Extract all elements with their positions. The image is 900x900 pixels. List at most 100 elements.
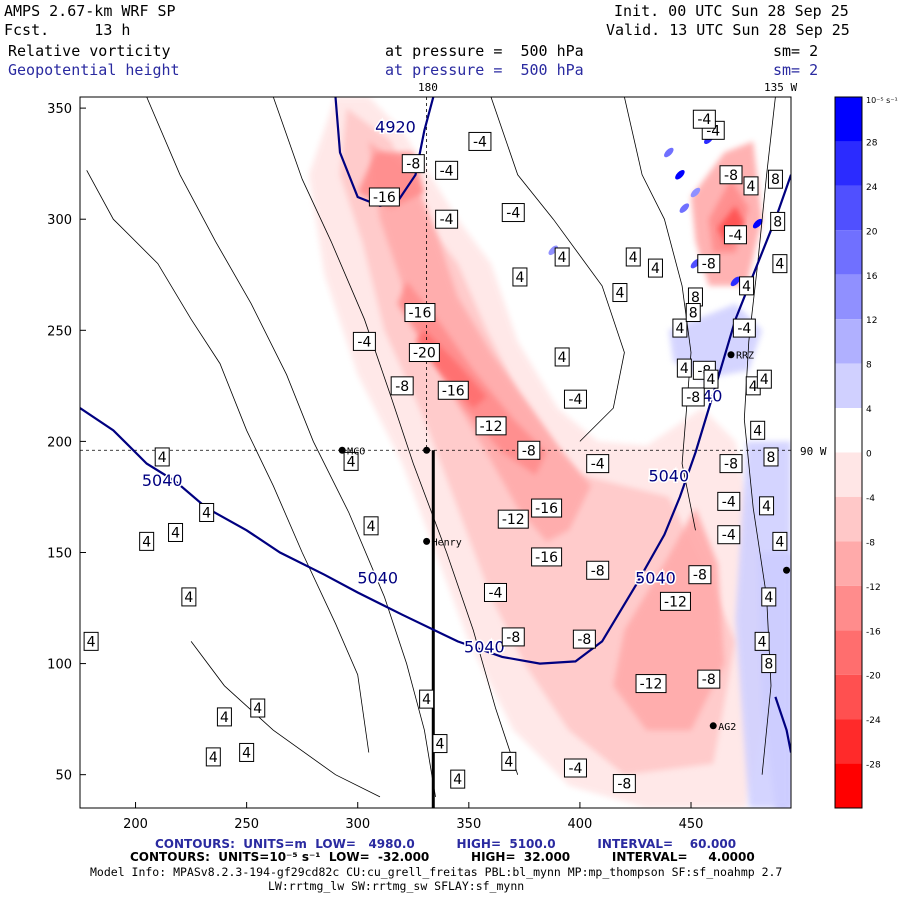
vorticity-contour-2 [272, 97, 519, 775]
vorticity-label-16: -16 [531, 498, 563, 518]
vorticity-label-box [767, 169, 783, 189]
vorticity-label-value: 4 [253, 701, 262, 717]
vorticity-label-box [83, 631, 99, 651]
valid-time: Valid. 13 UTC Sun 28 Sep 25 [606, 21, 850, 39]
station-name: AG2 [718, 722, 736, 733]
y-tick-label: 300 [47, 213, 72, 228]
vorticity-label-60: 4 [672, 318, 688, 338]
vorticity-label-value: 4 [707, 372, 716, 388]
vorticity-contour-3 [490, 97, 625, 442]
vorticity-label-46: 4 [216, 707, 232, 727]
vorticity-label-value: 4 [615, 286, 624, 302]
vorticity-label-value: 4 [742, 279, 751, 295]
vorticity-label-box [401, 154, 425, 174]
vorticity-label-box [139, 531, 155, 551]
vorticity-label-box [390, 376, 414, 396]
vorticity-label-value: 4 [558, 350, 567, 366]
vorticity-label-23: -12 [659, 591, 691, 611]
vorticity-label-value: 4 [435, 737, 444, 753]
vorticity-label-61: 4 [676, 358, 692, 378]
vorticity-label-63: 8 [685, 303, 701, 323]
vorticity-contour-1 [146, 97, 436, 797]
station-name: RRZ [736, 351, 754, 362]
vorticity-label-value: -8 [522, 443, 536, 459]
vorticity-label-72: 4 [754, 631, 770, 651]
colorbar-tick-label: -24 [866, 716, 881, 726]
vorticity-label-value: 4 [629, 250, 638, 266]
colorbar-swatch-4 [835, 274, 862, 320]
colorbar-swatch-8 [835, 452, 862, 497]
vorticity-label-41: 4 [139, 531, 155, 551]
vorticity-label-13: -4 [563, 389, 587, 409]
field1-name: Relative vorticity [8, 42, 171, 60]
vorticity-label-box [432, 734, 448, 754]
forecast-hour: Fcst. 13 h [4, 21, 131, 39]
vorticity-label-box [517, 440, 541, 460]
vorticity-label-value: 4 [747, 179, 756, 195]
vorticity-contour-6 [190, 641, 381, 798]
vorticity-label-52: 4 [450, 769, 466, 789]
y-tick-label: 100 [47, 658, 72, 673]
vorticity-label-value: -8 [395, 379, 409, 395]
vorticity-label-38: 4 [154, 447, 170, 467]
vorticity-label-value: 4 [753, 423, 762, 439]
vorticity-label-value: -4 [697, 112, 711, 128]
vorticity-label-11: -12 [475, 416, 507, 436]
vorticity-label-box [761, 587, 777, 607]
colorbar-swatch-15 [835, 763, 862, 808]
vorticity-label-10: -16 [437, 380, 469, 400]
vorticity-label-box [343, 451, 359, 471]
vorticity-label-value: 8 [689, 306, 698, 322]
vorticity-label-value: 4 [202, 505, 211, 521]
vorticity-label-value: 8 [773, 214, 782, 230]
vorticity-label-value: -4 [440, 212, 454, 228]
vorticity-label-box [719, 454, 743, 474]
vorticity-label-box [483, 582, 507, 602]
vorticity-label-value: 4 [749, 379, 758, 395]
vorticity-label-box [754, 631, 770, 651]
vorticity-label-value: -8 [702, 672, 716, 688]
vorticity-label-box [404, 303, 436, 323]
height-contour-label-5: 5040 [648, 466, 689, 485]
vorticity-label-box [717, 491, 741, 511]
colorbar-tick-label: 24 [866, 183, 878, 193]
vorticity-label-48: 4 [250, 698, 266, 718]
vorticity-label-box [435, 160, 459, 180]
vorticity-label-box [239, 742, 255, 762]
vorticity-label-box [688, 565, 712, 585]
vorticity-label-value: 4 [504, 754, 513, 770]
vorticity-label-value: -16 [535, 550, 558, 566]
vorticity-label-box [676, 358, 692, 378]
vorticity-label-value: 4 [651, 261, 660, 277]
vorticity-label-box [250, 698, 266, 718]
field1-level: at pressure = 500 hPa [385, 42, 584, 60]
vorticity-label-box [697, 669, 721, 689]
vorticity-label-26: -4 [563, 758, 587, 778]
vorticity-label-box [450, 769, 466, 789]
vorticity-label-19: -4 [483, 582, 507, 602]
vorticity-label-4: -4 [501, 203, 525, 223]
model-title: AMPS 2.67-km WRF SP [4, 2, 176, 20]
vorticity-label-17: -16 [531, 547, 563, 567]
colorbar-swatch-1 [835, 141, 862, 186]
vorticity-label-box [181, 587, 197, 607]
vorticity-label-value: 4 [142, 534, 151, 550]
vorticity-label-75: 8 [770, 211, 786, 231]
vorticity-label-40: 4 [168, 522, 184, 542]
vorticity-label-box [216, 707, 232, 727]
station-AG2: AG2 [709, 722, 736, 733]
vorticity-label-value: 4 [171, 525, 180, 541]
vorticity-label-box [717, 525, 741, 545]
vorticity-label-value: 8 [764, 657, 773, 673]
vorticity-label-value: -4 [357, 334, 371, 350]
vorticity-label-box [612, 774, 636, 794]
vorticity-label-56: 4 [554, 247, 570, 267]
colorbar-tick-label: -8 [866, 538, 875, 548]
vorticity-label-box [586, 454, 610, 474]
vorticity-label-box [154, 447, 170, 467]
vorticity-label-value: -4 [722, 528, 736, 544]
vorticity-label-value: 4 [764, 590, 773, 606]
vorticity-label-value: -4 [728, 228, 742, 244]
vorticity-label-box [703, 369, 719, 389]
colorbar-tick-label: 0 [866, 450, 872, 460]
